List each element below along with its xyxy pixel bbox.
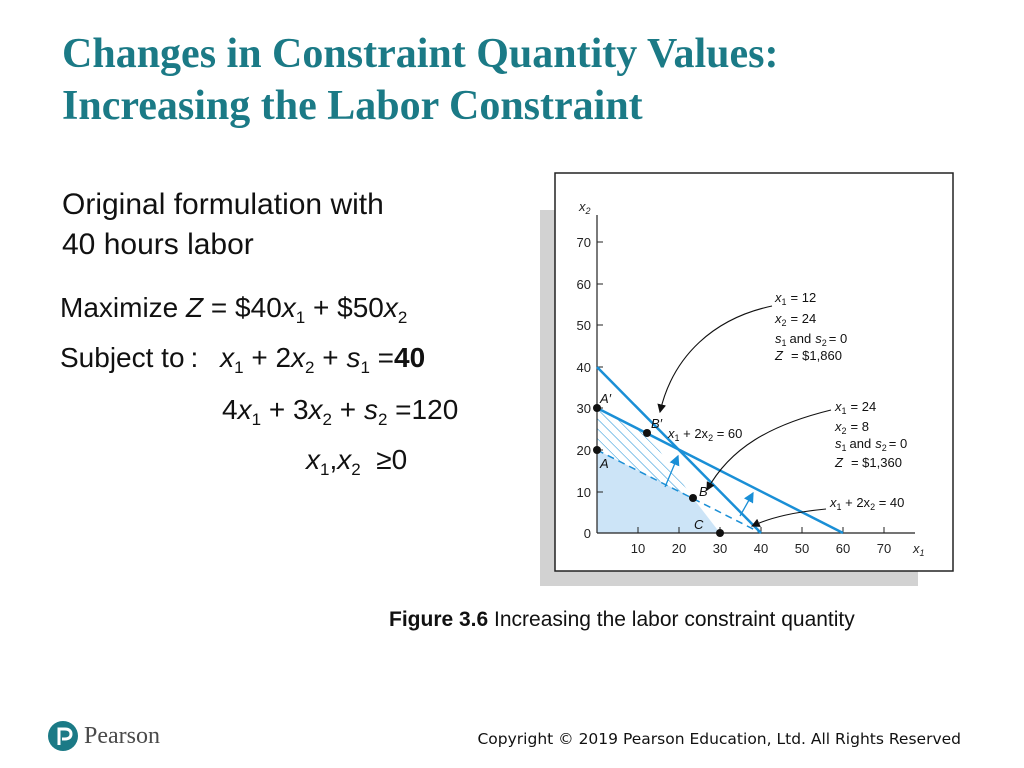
labor-constraint-rhs: 40: [394, 342, 426, 373]
intro-line-1: Original formulation with: [62, 188, 384, 221]
annot-top-z: = $1,860: [791, 348, 842, 363]
nonnegativity-constraint: x1,x2 ≥0: [306, 444, 408, 479]
annot-top-x2: = 24: [791, 311, 817, 326]
annot-bot-z: = $1,360: [851, 455, 902, 470]
shift-arrow: [664, 454, 680, 488]
annot-top-x1: = 12: [791, 290, 817, 305]
annot-top-and: and: [790, 331, 812, 346]
x-tick-label: 60: [836, 541, 850, 556]
svg-text:x1= 12: x1 = 12: [774, 290, 816, 307]
figure-caption: Figure 3.6 Increasing the labor constrai…: [389, 608, 855, 632]
y-tick-label: 30: [577, 401, 591, 416]
label-a-prime: A′: [599, 391, 612, 406]
figure-caption-label: Figure 3.6: [389, 608, 489, 631]
label-b-prime: B′: [651, 416, 663, 431]
subject-to-label: Subject to: [60, 342, 185, 373]
x-tick-label: 50: [795, 541, 809, 556]
y-tick-label: 70: [577, 235, 591, 250]
label-a: A: [599, 456, 609, 471]
clay-constraint-rhs: 120: [411, 394, 459, 425]
label-old-labor-line: x1 + 2x2 = 40: [829, 495, 904, 512]
annotation-arrow-bottom: [706, 409, 832, 491]
pearson-logo-text: Pearson: [84, 722, 160, 749]
title-line-1: Changes in Constraint Quantity Values:: [62, 31, 779, 77]
labor-constraint: Subject to: x1 + 2x2 + s1 =40: [60, 342, 426, 377]
objective-coef-1: $40: [235, 292, 282, 323]
figure-caption-text: Increasing the labor constraint quantity: [494, 608, 855, 631]
shift-arrow: [739, 491, 754, 517]
annot-bot-x2: = 8: [851, 419, 869, 434]
annot-bot-slack-eq: = 0: [889, 436, 907, 451]
label-c: C: [694, 517, 704, 532]
annot-bot-and: and: [850, 436, 872, 451]
y-axis-label: x2: [578, 199, 591, 216]
copyright-notice: Copyright © 2019 Pearson Education, Ltd.…: [477, 730, 961, 748]
annotation-arrow-top: [657, 305, 773, 414]
pearson-logo-icon: [48, 721, 78, 751]
svg-text:Z= $1,360: Z = $1,360: [834, 455, 902, 470]
point-b-prime: [643, 429, 651, 437]
point-a: [593, 446, 601, 454]
x-tick-label: 70: [877, 541, 891, 556]
x-axis-label: x1: [912, 541, 925, 558]
clay-constraint: 4x1 + 3x2 + s2 =120: [222, 394, 459, 429]
objective-variable: Z: [186, 292, 204, 323]
intro-text: Original formulation with 40 hours labor: [62, 185, 384, 265]
x-tick-label: 30: [713, 541, 727, 556]
y-tick-label: 20: [577, 443, 591, 458]
annot-bot-x1: = 24: [851, 399, 877, 414]
clay-coef-2: 3: [292, 394, 309, 425]
x-tick-label: 20: [672, 541, 686, 556]
y-tick-label: 60: [577, 277, 591, 292]
title-line-2: Increasing the Labor Constraint: [62, 83, 643, 129]
objective-coef-2: $50: [337, 292, 384, 323]
y-tick-labels: 0 10 20 30 40 50 60 70: [577, 235, 591, 541]
feasible-region: [597, 450, 720, 533]
intro-line-2: 40 hours labor: [62, 228, 254, 261]
added-feasible-region: [597, 408, 693, 498]
objective-function: Maximize Z = $40x1 + $50x2: [60, 292, 408, 327]
y-tick-label: 0: [584, 526, 591, 541]
labor-constraint-line-old: [596, 449, 762, 534]
svg-text:x2= 24: x2 = 24: [774, 311, 816, 328]
annot-top-slack-eq: = 0: [829, 331, 847, 346]
slide-title: Changes in Constraint Quantity Values: I…: [62, 28, 778, 132]
label-b: B: [699, 484, 708, 499]
point-c: [716, 529, 724, 537]
nonnegativity-rhs: 0: [391, 444, 408, 475]
x-tick-label: 40: [754, 541, 768, 556]
x-tick-label: 10: [631, 541, 645, 556]
svg-text:Z= $1,860: Z = $1,860: [774, 348, 842, 363]
maximize-word: Maximize: [60, 292, 179, 323]
svg-text:x2= 8: x2 = 8: [834, 419, 869, 436]
clay-coef-1: 4: [222, 394, 238, 425]
svg-text:x1= 24: x1 = 24: [834, 399, 876, 416]
y-tick-label: 50: [577, 318, 591, 333]
y-tick-label: 10: [577, 485, 591, 500]
pearson-logo: Pearson: [48, 718, 160, 754]
annotation-b: x1 = 24 x2 = 8 s1 and s2 = 0 Z = $1,360: [834, 399, 907, 470]
y-tick-label: 40: [577, 360, 591, 375]
label-new-labor-line: x1 + 2x2 = 60: [667, 426, 742, 443]
point-b: [689, 494, 697, 502]
point-a-prime: [593, 404, 601, 412]
x-tick-labels: 10 20 30 40 50 60 70: [631, 541, 891, 556]
annotation-arrow-old-line: [750, 508, 827, 527]
annotation-b-prime: x1 = 12 x2 = 24 s1 and s2 = 0 Z = $1,860: [774, 290, 847, 363]
